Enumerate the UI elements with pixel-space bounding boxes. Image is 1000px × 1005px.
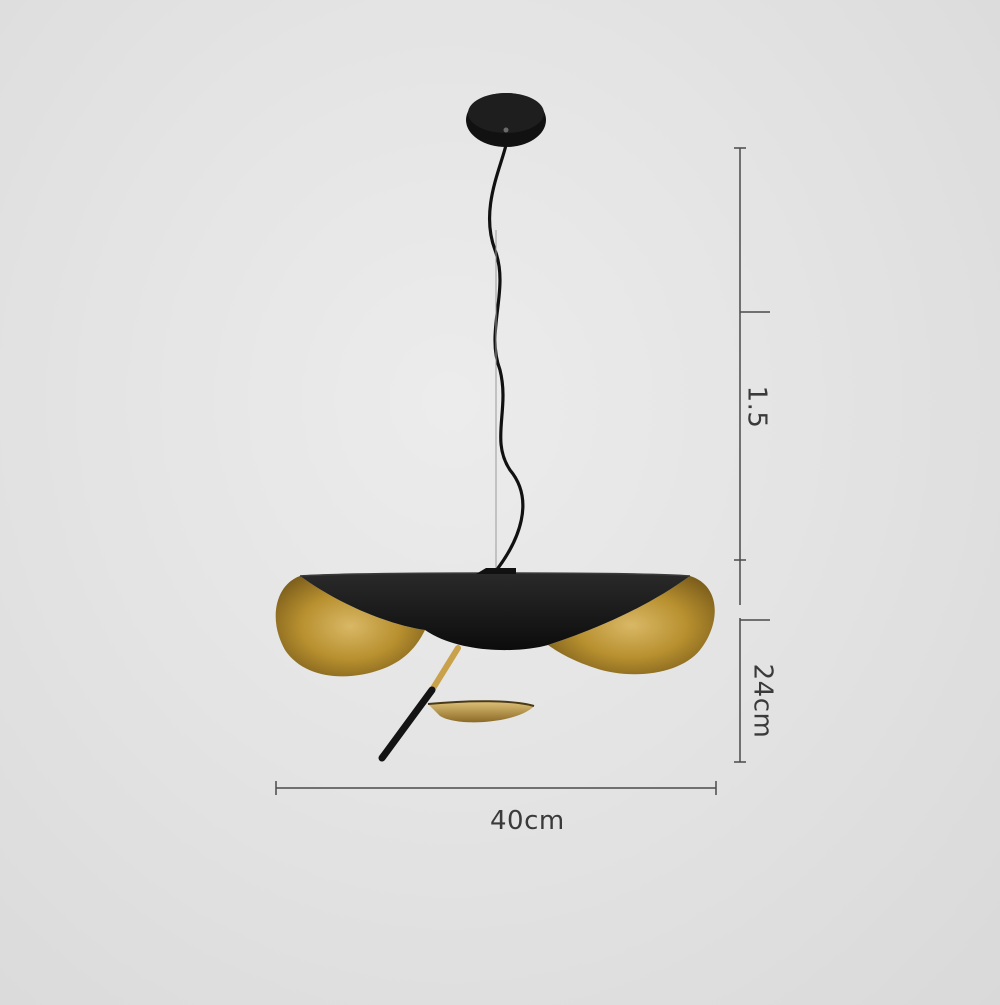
dimension-lines xyxy=(275,147,770,795)
cable-length-label: 1.5 xyxy=(741,385,772,429)
shade-height-label: 24cm xyxy=(747,663,778,739)
power-cable xyxy=(487,144,525,573)
lamp-shade xyxy=(275,568,715,677)
width-dimension-label: 40cm xyxy=(490,806,565,836)
reflector-dish xyxy=(427,700,535,723)
ceiling-canopy xyxy=(466,93,546,147)
lamp-rod xyxy=(378,645,461,762)
